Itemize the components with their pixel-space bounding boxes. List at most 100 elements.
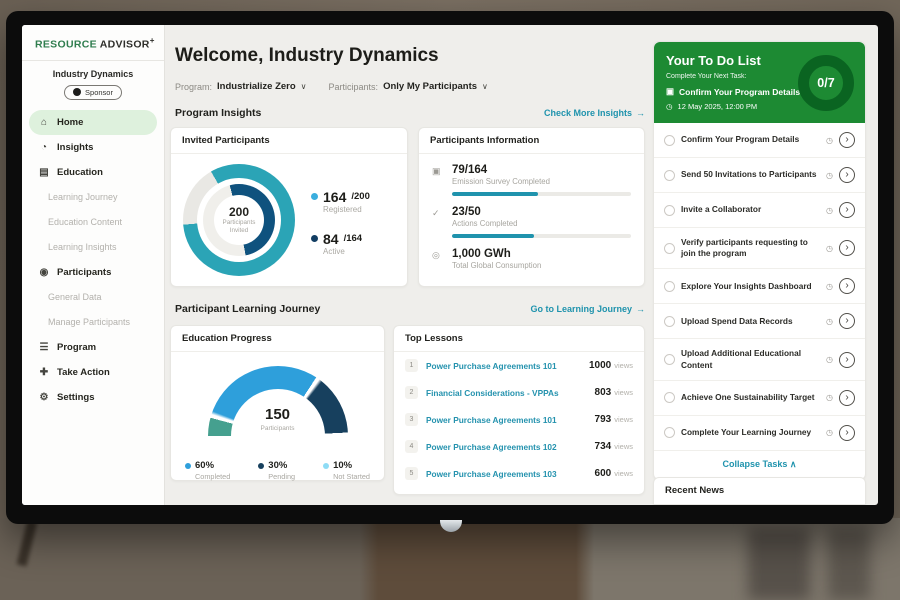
lesson-link[interactable]: Financial Considerations - VPPAs [426, 387, 559, 398]
todo-title: Your To Do List [666, 53, 761, 68]
chevron-right-button[interactable]: › [839, 278, 855, 295]
section-title: Program Insights [175, 107, 262, 119]
todo-task[interactable]: Send 50 Invitations to Participants ◷ › [654, 158, 865, 193]
lesson-link[interactable]: Power Purchase Agreements 101 [426, 360, 557, 371]
chevron-right-button[interactable]: › [839, 389, 855, 406]
clock-icon: ◷ [826, 393, 833, 403]
task-checkbox[interactable] [664, 242, 675, 254]
chevron-right-button[interactable]: › [839, 313, 855, 330]
clock-icon: ◷ [666, 102, 673, 111]
todo-task[interactable]: Complete Your Learning Journey ◷ › [654, 416, 865, 451]
donut-center-label: Participants Invited [222, 219, 256, 234]
sidebar-item[interactable]: ▤ Education [29, 160, 157, 185]
program-select[interactable]: Program: Industrialize Zero ∨ [175, 81, 307, 92]
todo-task[interactable]: Explore Your Insights Dashboard ◷ › [654, 269, 865, 305]
clock-icon: ◷ [826, 135, 833, 145]
sidebar-item[interactable]: Learning Journey [29, 185, 157, 210]
clock-icon: ◷ [826, 316, 833, 326]
sponsor-badge[interactable]: Sponsor [64, 84, 122, 100]
sidebar-item[interactable]: ◔ Insights [29, 135, 157, 160]
task-label: Complete Your Learning Journey [681, 427, 812, 438]
lesson-rank: 5 [405, 467, 418, 480]
todo-task[interactable]: Confirm Your Program Details ◷ › [654, 123, 865, 158]
recent-news-card: Recent News [653, 477, 866, 505]
stat-label: Actions Completed [452, 219, 518, 228]
arrow-right-icon: → [636, 304, 645, 314]
chevron-right-button[interactable]: › [839, 167, 855, 183]
sidebar-item[interactable]: ◉ Participants [29, 260, 157, 285]
task-checkbox[interactable] [664, 134, 675, 146]
sidebar-item[interactable]: ☰ Program [29, 335, 157, 360]
sponsor-dot-icon [73, 88, 82, 96]
todo-next-task: ▣ Confirm Your Program Details [666, 86, 801, 97]
task-label: Verify participants requesting to join t… [681, 237, 808, 259]
program-label: Program: [175, 81, 213, 92]
logo-advisor: ADVISOR [99, 38, 150, 51]
task-checkbox[interactable] [664, 427, 675, 439]
todo-task[interactable]: Upload Additional Educational Content ◷ … [654, 339, 865, 381]
clock-icon: ◷ [826, 243, 833, 253]
lesson-row: 1 Power Purchase Agreements 101 1000 vie… [394, 352, 644, 379]
chevron-right-button[interactable]: › [839, 132, 855, 148]
stat-value: 23/50 [452, 206, 481, 218]
todo-task[interactable]: Verify participants requesting to join t… [654, 228, 865, 270]
card-title: Participants Information [419, 128, 644, 154]
legend-item: 10% Not Started [323, 460, 370, 481]
check-more-insights-link[interactable]: Check More Insights → [543, 108, 645, 118]
sidebar-item-label: Education Content [48, 217, 123, 227]
todo-task[interactable]: Achieve One Sustainability Target ◷ › [654, 381, 865, 416]
education-progress-card: Education Progress 150 Participants [170, 325, 385, 481]
chevron-right-icon: › [845, 315, 849, 327]
monitor-logo [440, 520, 462, 532]
gauge-value: 150 [264, 406, 291, 423]
invited-participants-card: Invited Participants 200 Participants Inv… [170, 127, 408, 287]
sidebar-item[interactable]: ⌂ Home [29, 109, 157, 135]
participants-select[interactable]: Participants: Only My Participants ∨ [329, 81, 488, 92]
task-label: Explore Your Insights Dashboard [681, 280, 812, 291]
sidebar-item[interactable]: Manage Participants [29, 310, 157, 335]
go-to-learning-journey-link[interactable]: Go to Learning Journey → [530, 304, 645, 314]
sidebar-item[interactable]: ✚ Take Action [29, 360, 157, 385]
insights-icon: ◔ [40, 141, 48, 153]
task-checkbox[interactable] [664, 354, 675, 366]
legend-item: 164 /200 Registered [311, 189, 370, 214]
stat-label: Emission Survey Completed [452, 177, 550, 186]
chevron-right-button[interactable]: › [839, 424, 855, 441]
chevron-right-button[interactable]: › [839, 240, 855, 257]
todo-task[interactable]: Invite a Collaborator ◷ › [654, 193, 865, 228]
chevron-right-button[interactable]: › [839, 351, 855, 368]
settings-icon: ⚙ [39, 391, 49, 403]
legend-dot [258, 462, 265, 469]
task-checkbox[interactable] [664, 315, 675, 327]
lesson-link[interactable]: Power Purchase Agreements 101 [426, 414, 557, 425]
donut-legend: 164 /200 Registered 84 /164 [311, 189, 370, 256]
clock-icon: ◷ [826, 170, 833, 180]
chevron-right-icon: › [845, 353, 849, 365]
task-checkbox[interactable] [664, 280, 675, 292]
sidebar-item-label: Take Action [57, 366, 110, 378]
sponsor-label: Sponsor [85, 87, 113, 97]
chevron-right-button[interactable]: › [839, 202, 855, 218]
lesson-views: 734 [594, 441, 612, 452]
task-checkbox[interactable] [664, 169, 675, 181]
background-blur-shape [748, 528, 810, 600]
donut-center: 200 Participants Invited [214, 195, 264, 245]
lesson-link[interactable]: Power Purchase Agreements 103 [426, 468, 557, 479]
lesson-link[interactable]: Power Purchase Agreements 102 [426, 441, 557, 452]
sidebar-item[interactable]: ⚙ Settings [29, 385, 157, 410]
todo-task[interactable]: Upload Spend Data Records ◷ › [654, 304, 865, 340]
chevron-down-icon: ∨ [300, 82, 307, 91]
task-checkbox[interactable] [664, 204, 675, 216]
collapse-tasks-link[interactable]: Collapse Tasks ∧ [722, 458, 797, 469]
todo-next-due: ◷ 12 May 2025, 12:00 PM [666, 102, 758, 111]
survey-icon: ▣ [432, 166, 441, 176]
clock-icon: ◷ [826, 355, 833, 365]
sidebar-item[interactable]: General Data [29, 285, 157, 310]
task-checkbox[interactable] [664, 392, 675, 404]
sidebar-item[interactable]: Learning Insights [29, 235, 157, 260]
gauge-legend: 60% Completed 30% Pending [171, 454, 384, 481]
info-progress-track [452, 192, 631, 196]
sidebar-item[interactable]: Education Content [29, 210, 157, 235]
clock-icon: ◷ [826, 428, 833, 438]
invited-donut-chart: 200 Participants Invited [183, 164, 295, 276]
